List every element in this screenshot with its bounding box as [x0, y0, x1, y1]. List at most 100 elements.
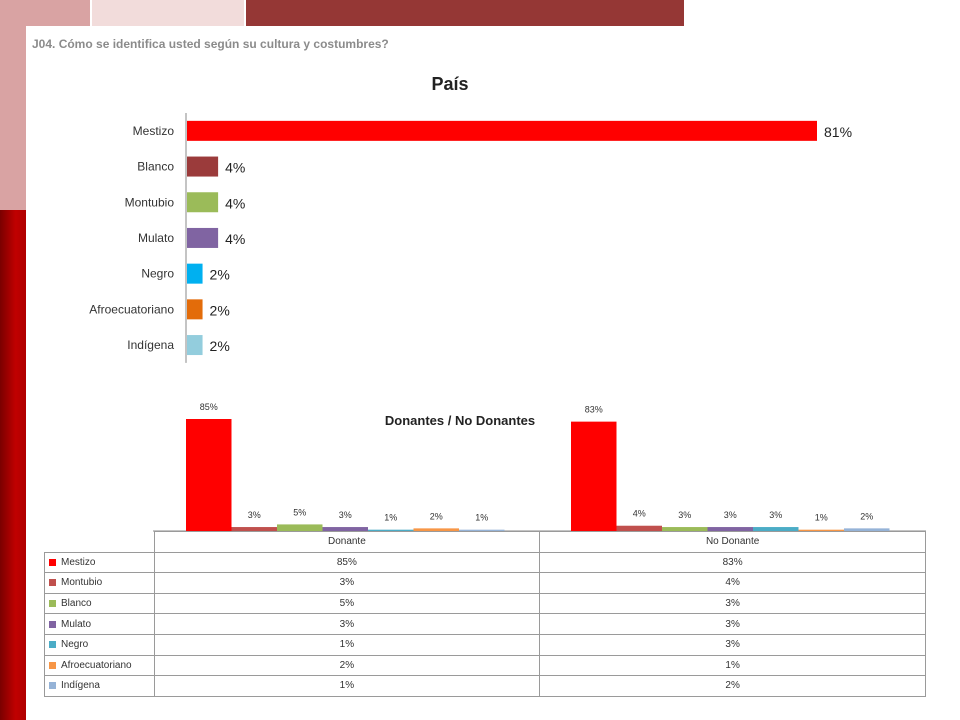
donantes-bar: [186, 419, 232, 531]
legend-swatch: [49, 599, 56, 607]
donantes-value-label: 3%: [769, 510, 782, 520]
legend-label: Indígena: [61, 680, 100, 692]
pais-category-label: Indígena: [127, 338, 174, 352]
table-column-header: No Donante: [539, 531, 926, 553]
table-corner: [44, 531, 155, 553]
table-row: Mestizo 85% 83%: [44, 551, 926, 574]
pais-category-label: Afroecuatoriano: [89, 302, 174, 316]
donantes-value-label: 2%: [430, 511, 443, 521]
legend-swatch: [49, 558, 56, 566]
pais-value-label: 4%: [225, 160, 245, 176]
legend-entry: Mestizo: [44, 551, 155, 574]
table-cell: 3%: [153, 613, 541, 635]
donantes-value-label: 3%: [339, 510, 352, 520]
legend-label: Montubio: [61, 577, 103, 589]
table-row: Mulato 3% 3%: [44, 613, 926, 635]
legend-label: Blanco: [61, 598, 92, 610]
legend-swatch: [49, 579, 56, 587]
donantes-bar-chart: 85% 3% 5% 3% 1% 2% 1% 83% 4% 3% 3% 3% 1% 2%: [153, 402, 926, 532]
donantes-value-label: 1%: [815, 513, 828, 523]
pais-bar: [187, 120, 817, 141]
side-bar-dark: [0, 210, 26, 720]
donantes-bar: [707, 527, 753, 531]
legend-label: Mulato: [61, 618, 92, 630]
table-cell: 3%: [539, 613, 926, 635]
pais-value-label: 2%: [210, 302, 230, 318]
donantes-bar: [571, 421, 617, 531]
donantes-bar: [844, 528, 890, 531]
pais-category-label: Montubio: [125, 195, 175, 209]
legend-entry: Negro: [44, 633, 155, 656]
donantes-bar: [753, 527, 799, 531]
question-text: J04. Cómo se identifica usted según su c…: [32, 37, 389, 51]
donantes-bar: [368, 529, 414, 531]
donantes-bar: [231, 527, 277, 531]
legend-label: Negro: [61, 639, 89, 651]
table-cell: 3%: [153, 572, 541, 594]
pais-category-label: Negro: [141, 267, 174, 281]
side-bar-light: [0, 26, 26, 210]
chart-title-pais: País: [431, 74, 469, 94]
pais-bar: [187, 227, 219, 248]
chart-title-donantes: Donantes / No Donantes: [384, 413, 536, 428]
table-cell: 83%: [539, 551, 926, 574]
pais-value-label: 4%: [225, 231, 245, 247]
donantes-value-label: 3%: [724, 510, 737, 520]
pais-value-label: 4%: [225, 195, 245, 211]
donantes-value-label: 2%: [860, 511, 873, 521]
header-bar-pale: [92, 0, 244, 26]
table-cell: 1%: [539, 654, 926, 677]
pais-value-label: 2%: [210, 267, 230, 283]
legend-swatch: [49, 620, 56, 628]
donantes-data-table: Donante No Donante Mestizo 85% 83% Montubio 3%…: [44, 531, 926, 697]
table-column-header: Donante: [153, 531, 541, 553]
legend-entry: Blanco: [44, 592, 155, 615]
pais-category-label: Mestizo: [133, 124, 175, 138]
table-cell: 2%: [153, 654, 541, 677]
donantes-value-label: 5%: [293, 507, 306, 517]
legend-entry: Montubio: [44, 572, 155, 594]
donantes-bar: [322, 527, 368, 531]
table-cell: 4%: [539, 572, 926, 594]
donantes-bar: [277, 524, 323, 531]
pais-bar: [187, 192, 219, 213]
pais-bar: [187, 263, 203, 284]
legend-label: Mestizo: [61, 556, 96, 568]
pais-category-label: Mulato: [138, 231, 174, 245]
legend-entry: Afroecuatoriano: [44, 654, 155, 677]
donantes-bar: [459, 529, 505, 531]
header-bar-dark: [246, 0, 684, 26]
pais-bar: [187, 299, 203, 320]
donantes-bar: [798, 529, 844, 531]
donantes-value-label: 83%: [585, 405, 603, 415]
donantes-value-label: 85%: [200, 402, 218, 412]
table-cell: 1%: [153, 675, 541, 697]
pais-bar: [187, 335, 203, 356]
donantes-bar: [662, 527, 708, 531]
donantes-value-label: 1%: [475, 513, 488, 523]
header-bar-light: [0, 0, 90, 26]
table-cell: 85%: [153, 551, 541, 574]
donantes-value-label: 1%: [384, 513, 397, 523]
donantes-bar: [413, 528, 459, 531]
legend-entry: Indígena: [44, 675, 155, 697]
pais-bar-chart: Mestizo 81% Blanco 4% Montubio 4% Mulato 4% Negr…: [89, 113, 852, 363]
pais-value-label: 2%: [210, 338, 230, 354]
legend-swatch: [49, 661, 56, 669]
donantes-bar: [616, 525, 662, 531]
donantes-value-label: 3%: [678, 510, 691, 520]
pais-bar: [187, 156, 219, 177]
pais-category-label: Blanco: [137, 160, 174, 174]
table-cell: 2%: [539, 675, 926, 697]
donantes-value-label: 4%: [633, 509, 646, 519]
legend-label: Afroecuatoriano: [61, 659, 132, 671]
table-row: Montubio 3% 4%: [44, 572, 926, 594]
table-row: Blanco 5% 3%: [44, 592, 926, 615]
table-row: Indígena 1% 2%: [44, 675, 926, 697]
pais-value-label: 81%: [824, 124, 852, 140]
donantes-value-label: 3%: [248, 510, 261, 520]
table-cell: 3%: [539, 592, 926, 615]
legend-swatch: [49, 641, 56, 649]
table-row: Afroecuatoriano 2% 1%: [44, 654, 926, 677]
